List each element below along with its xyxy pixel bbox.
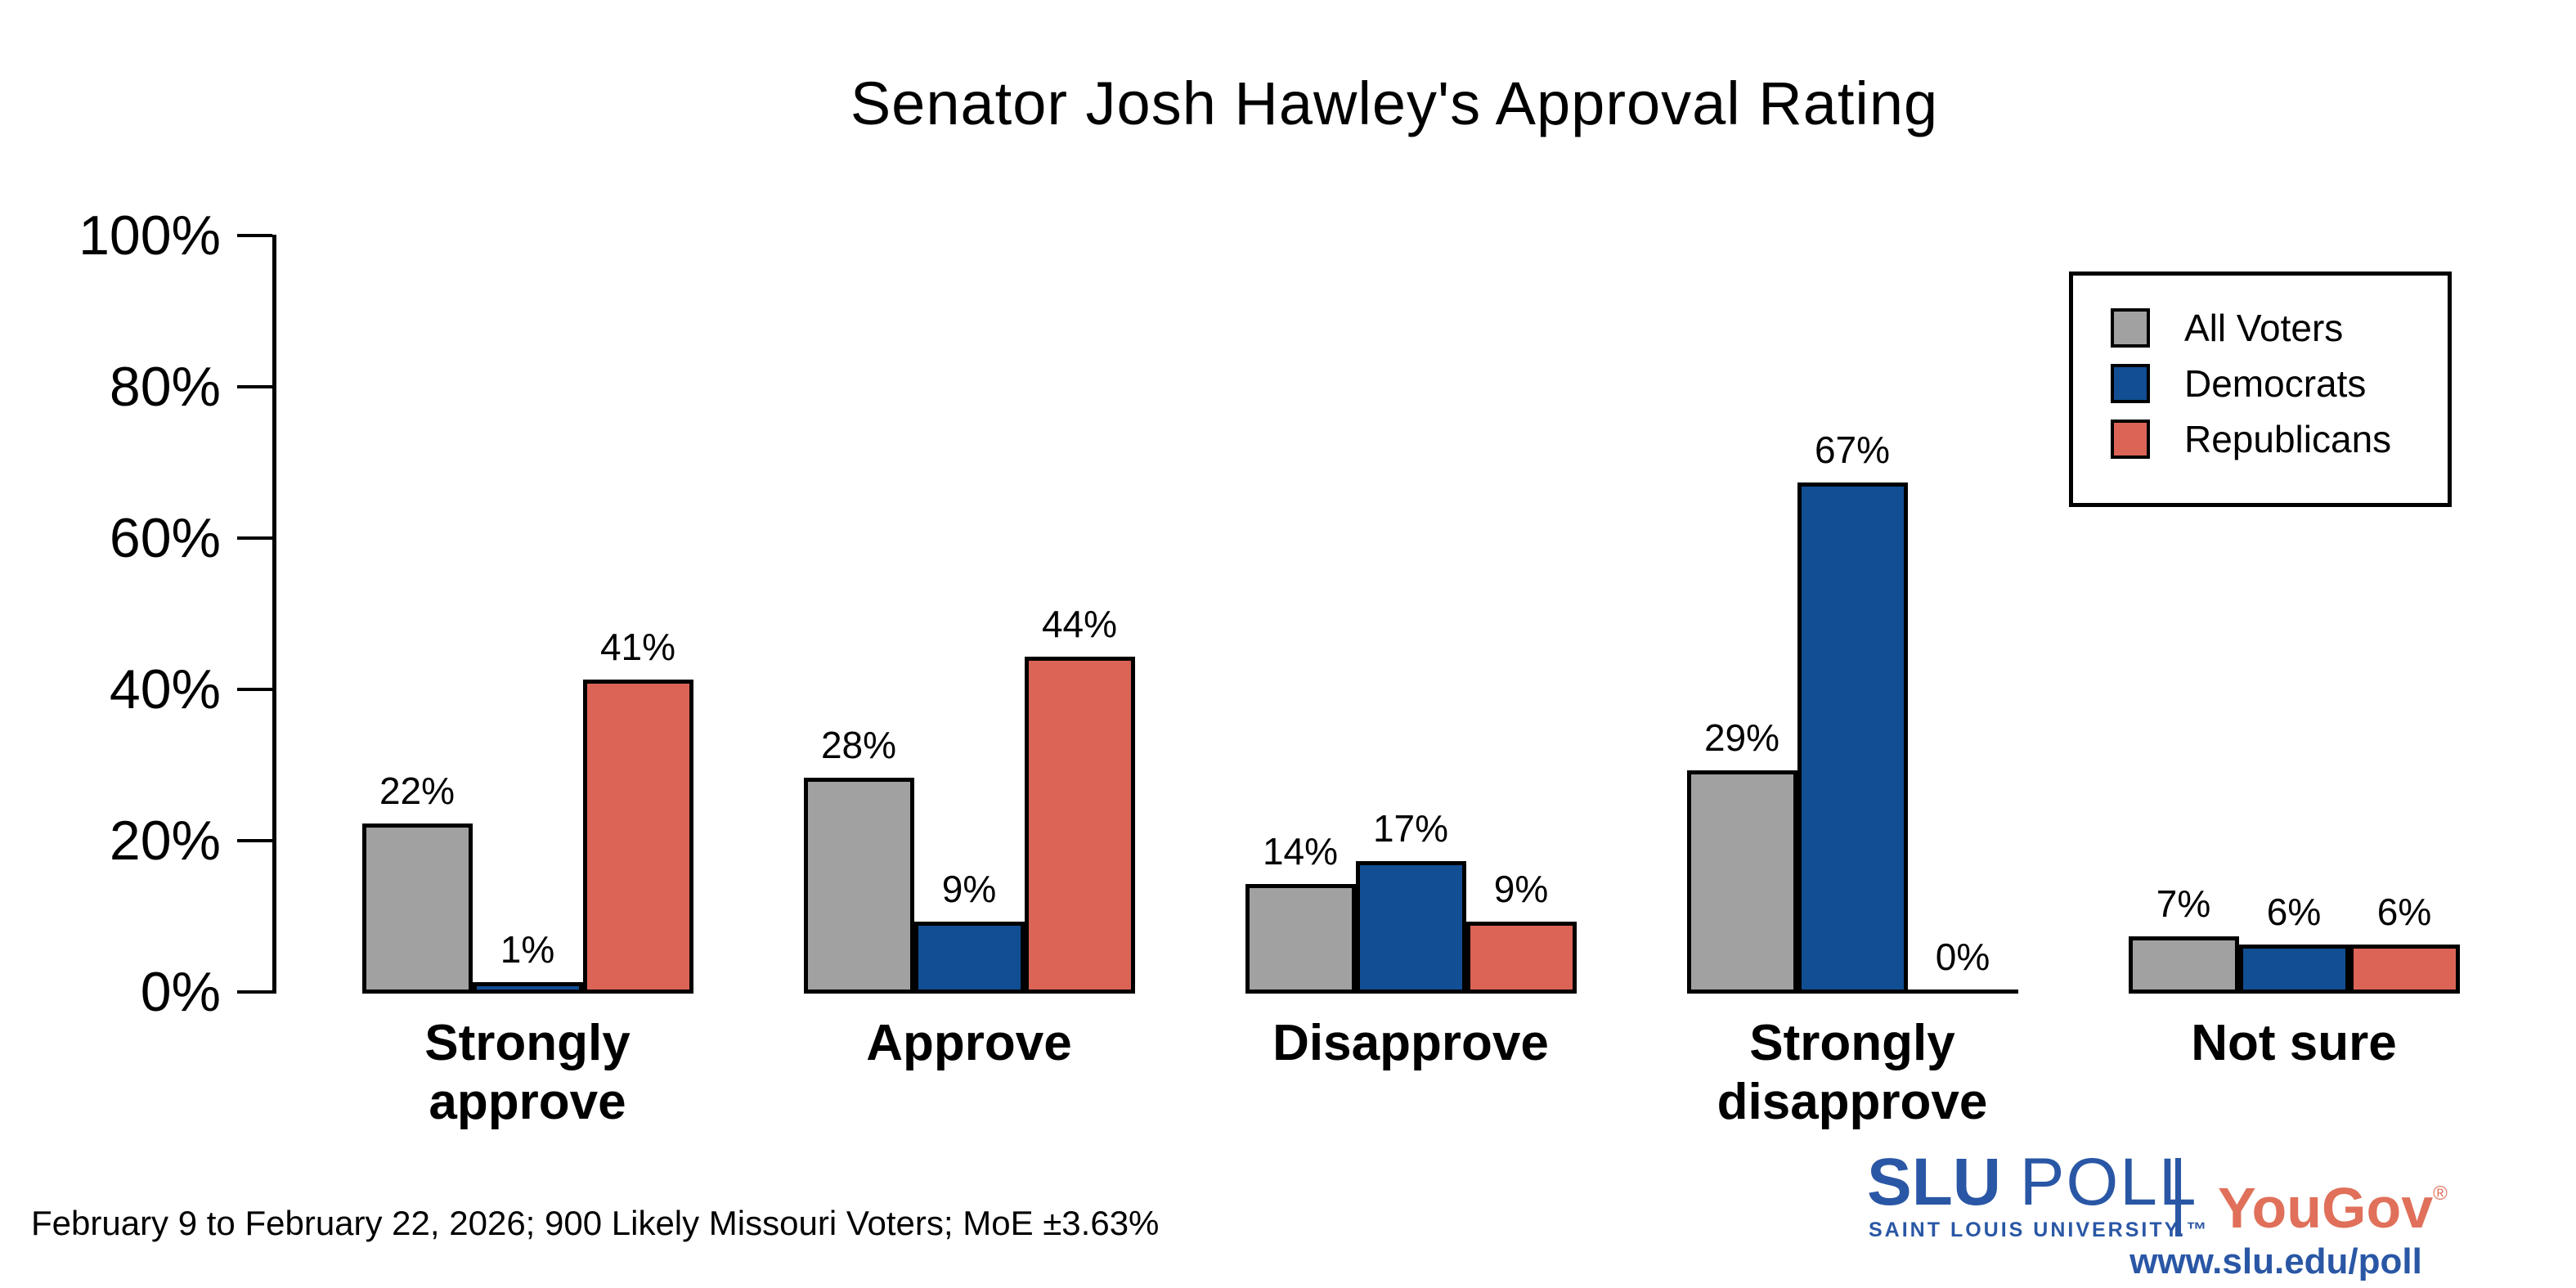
legend-row-all-voters: All Voters	[2111, 308, 2448, 348]
bar-republicans-2	[1024, 657, 1135, 994]
y-axis-tick	[237, 234, 272, 238]
y-axis-tick	[237, 688, 272, 692]
legend-swatch-democrats	[2111, 364, 2150, 403]
category-label-line: Not sure	[2191, 1015, 2397, 1071]
logo-divider	[2175, 1158, 2181, 1236]
slu-logo-text: SLU	[1867, 1145, 2001, 1219]
bar-all-voters-2	[803, 778, 914, 994]
category-label-4: Strongly disapprove	[1640, 1014, 2065, 1132]
bar-value-label: 22%	[379, 770, 456, 812]
slu-poll-logo: SLU POLL	[1867, 1148, 2197, 1217]
bar-value-label: 0%	[1935, 936, 1990, 978]
category-label-line: approve	[429, 1074, 626, 1130]
bar-all-voters-1	[361, 824, 473, 994]
registered-mark-icon: ®	[2433, 1183, 2448, 1205]
bar-value-label: 41%	[599, 626, 676, 668]
y-axis-tick	[237, 536, 272, 541]
bar-all-voters-4	[1686, 770, 1797, 994]
bar-value-label: 6%	[2266, 891, 2322, 933]
bar-republicans-5	[2349, 945, 2460, 994]
legend-label-democrats: Democrats	[2184, 362, 2367, 405]
yougov-logo-text: YouGov	[2218, 1176, 2434, 1240]
legend-row-democrats: Democrats	[2111, 364, 2448, 403]
bar-democrats-4	[1797, 482, 1908, 994]
category-label-line: disapprove	[1717, 1074, 1988, 1130]
legend-swatch-all-voters	[2111, 308, 2150, 348]
bar-value-label: 1%	[500, 928, 555, 971]
y-axis-tick-label: 80%	[109, 356, 221, 419]
category-label-3: Disapprove	[1198, 1014, 1623, 1073]
bar-value-label: 17%	[1372, 807, 1449, 850]
bar-democrats-2	[913, 922, 1025, 994]
y-axis-line	[272, 235, 276, 994]
bar-value-label: 44%	[1041, 603, 1118, 645]
bar-value-label: 9%	[941, 868, 997, 910]
y-axis-tick	[237, 990, 272, 994]
bar-democrats-5	[2238, 945, 2349, 994]
category-label-line: Approve	[866, 1015, 1072, 1071]
bar-value-label: 9%	[1493, 868, 1549, 910]
legend-box: All Voters Democrats Republicans	[2069, 272, 2452, 507]
category-label-1: Strongly approve	[315, 1014, 740, 1132]
category-label-line: Disapprove	[1272, 1015, 1549, 1071]
bar-democrats-3	[1355, 861, 1466, 994]
y-axis-tick	[237, 385, 272, 389]
y-axis-tick-label: 0%	[140, 961, 221, 1023]
legend-label-all-voters: All Voters	[2184, 307, 2344, 349]
bar-value-label: 14%	[1262, 830, 1339, 873]
bar-value-label: 6%	[2376, 891, 2432, 933]
chart-title: Senator Josh Hawley's Approval Rating	[850, 70, 1939, 137]
slu-poll-url: www.slu.edu/poll	[2129, 1241, 2422, 1281]
y-axis-tick-label: 60%	[109, 507, 221, 570]
legend-label-republicans: Republicans	[2184, 418, 2392, 460]
yougov-logo: YouGov®	[2218, 1165, 2448, 1237]
legend-row-republicans: Republicans	[2111, 420, 2448, 459]
legend-swatch-republicans	[2111, 420, 2150, 459]
poll-logo-text: POLL	[2019, 1145, 2198, 1219]
y-axis-tick	[237, 839, 272, 843]
bar-value-label: 28%	[820, 724, 897, 766]
category-label-line: Strongly	[1749, 1015, 1955, 1071]
bar-value-label: 67%	[1814, 429, 1891, 471]
y-axis-tick-label: 100%	[79, 204, 221, 267]
y-axis-tick-label: 40%	[109, 658, 221, 721]
category-label-5: Not sure	[2081, 1014, 2506, 1073]
bar-republicans-1	[582, 680, 693, 994]
bar-value-label: 29%	[1703, 716, 1780, 759]
bar-all-voters-3	[1245, 884, 1356, 994]
footer-methodology-note: February 9 to February 22, 2026; 900 Lik…	[31, 1204, 1160, 1242]
category-label-2: Approve	[756, 1014, 1182, 1073]
bar-all-voters-5	[2128, 936, 2239, 994]
category-label-line: Strongly	[424, 1015, 631, 1071]
bar-republicans-4	[1907, 990, 2018, 994]
bar-democrats-1	[472, 982, 583, 994]
bar-republicans-3	[1465, 922, 1577, 994]
saint-louis-university-text: SAINT LOUIS UNIVERSITY.™	[1869, 1218, 2210, 1241]
bar-value-label: 7%	[2156, 882, 2211, 925]
y-axis-tick-label: 20%	[109, 810, 221, 873]
